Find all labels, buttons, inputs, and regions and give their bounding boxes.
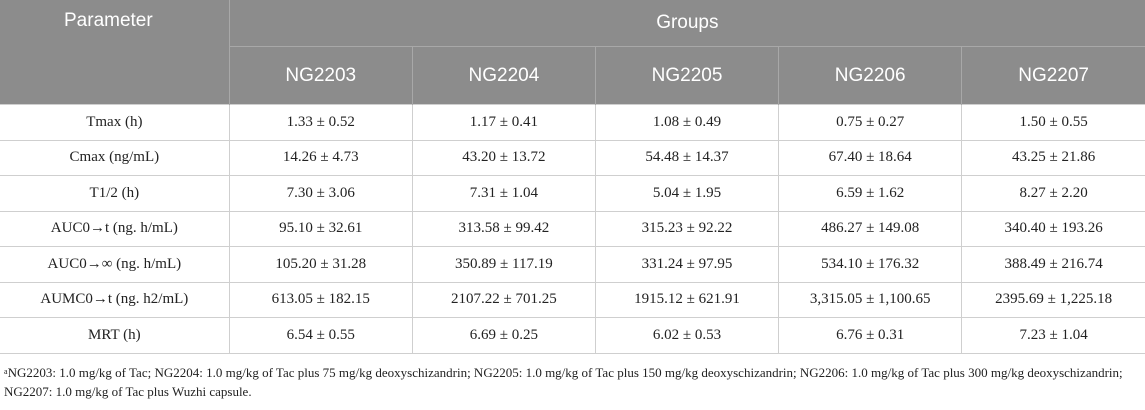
column-header-ng2205: NG2205 [594,46,779,105]
column-header-ng2203: NG2203 [228,46,413,105]
table-cell: 8.27 ± 2.20 [961,175,1145,212]
header-row-groups: NG2203 NG2204 NG2205 NG2206 NG2207 [0,46,1145,105]
table-cell: 67.40 ± 18.64 [778,139,963,176]
table-footnote: aNG2203: 1.0 mg/kg of Tac; NG2204: 1.0 m… [0,354,1145,401]
table-cell: 43.20 ± 13.72 [411,139,596,176]
table-cell: 2395.69 ± 1,225.18 [961,281,1145,318]
table-cell: 7.23 ± 1.04 [961,317,1145,354]
table-cell: 1.17 ± 0.41 [411,104,596,141]
table-row: AUC0→t (ng. h/mL) 95.10 ± 32.61 313.58 ±… [0,210,1145,247]
column-header-ng2207: NG2207 [961,46,1145,105]
row-parameter: AUMC0→t (ng. h2/mL) [0,281,230,318]
table-cell: 43.25 ± 21.86 [961,139,1145,176]
row-parameter: T1/2 (h) [0,175,230,212]
table-cell: 340.40 ± 193.26 [961,210,1145,247]
table-row: T1/2 (h) 7.30 ± 3.06 7.31 ± 1.04 5.04 ± … [0,175,1145,212]
table-cell: 1.08 ± 0.49 [594,104,780,141]
table-cell: 613.05 ± 182.15 [228,281,413,318]
table-row: MRT (h) 6.54 ± 0.55 6.69 ± 0.25 6.02 ± 0… [0,317,1145,354]
table-row: Cmax (ng/mL) 14.26 ± 4.73 43.20 ± 13.72 … [0,139,1145,176]
table-cell: 7.30 ± 3.06 [228,175,413,212]
table-row: Tmax (h) 1.33 ± 0.52 1.17 ± 0.41 1.08 ± … [0,104,1145,141]
table-cell: 331.24 ± 97.95 [594,246,780,283]
table-cell: 388.49 ± 216.74 [961,246,1145,283]
header-row-top: Parameter Groups [0,0,1145,105]
footnote-marker: a [4,366,8,376]
table-cell: 534.10 ± 176.32 [778,246,963,283]
row-parameter: MRT (h) [0,317,230,354]
table-cell: 0.75 ± 0.27 [778,104,963,141]
table-cell: 486.27 ± 149.08 [778,210,963,247]
row-parameter: AUC0→∞ (ng. h/mL) [0,246,230,283]
table-cell: 105.20 ± 31.28 [228,246,413,283]
column-header-ng2204: NG2204 [411,46,596,105]
table-cell: 1915.12 ± 621.91 [594,281,780,318]
row-parameter: Cmax (ng/mL) [0,139,230,176]
parameter-header: Parameter [0,0,230,105]
table-cell: 6.69 ± 0.25 [411,317,596,354]
table-cell: 6.02 ± 0.53 [594,317,780,354]
row-parameter: Tmax (h) [0,104,230,141]
table-cell: 7.31 ± 1.04 [411,175,596,212]
pk-table-container: Parameter Groups NG2203 NG2204 NG2205 NG… [0,0,1145,401]
row-parameter: AUC0→t (ng. h/mL) [0,210,230,247]
groups-header: Groups [229,0,1145,47]
table-cell: 313.58 ± 99.42 [411,210,596,247]
table-cell: 14.26 ± 4.73 [228,139,413,176]
table-cell: 6.54 ± 0.55 [228,317,413,354]
table-cell: 3,315.05 ± 1,100.65 [778,281,963,318]
table-cell: 54.48 ± 14.37 [594,139,780,176]
table-cell: 2107.22 ± 701.25 [411,281,596,318]
table-row: AUC0→∞ (ng. h/mL) 105.20 ± 31.28 350.89 … [0,246,1145,283]
table-cell: 6.59 ± 1.62 [778,175,963,212]
table-cell: 1.50 ± 0.55 [961,104,1145,141]
table-cell: 95.10 ± 32.61 [228,210,413,247]
pharmacokinetic-table: Parameter Groups NG2203 NG2204 NG2205 NG… [0,0,1145,354]
footnote-text: NG2203: 1.0 mg/kg of Tac; NG2204: 1.0 mg… [4,364,1123,399]
table-row: AUMC0→t (ng. h2/mL) 613.05 ± 182.15 2107… [0,281,1145,318]
table-cell: 1.33 ± 0.52 [228,104,413,141]
table-cell: 5.04 ± 1.95 [594,175,780,212]
table-cell: 350.89 ± 117.19 [411,246,596,283]
table-cell: 315.23 ± 92.22 [594,210,780,247]
column-header-ng2206: NG2206 [778,46,962,105]
table-cell: 6.76 ± 0.31 [778,317,963,354]
